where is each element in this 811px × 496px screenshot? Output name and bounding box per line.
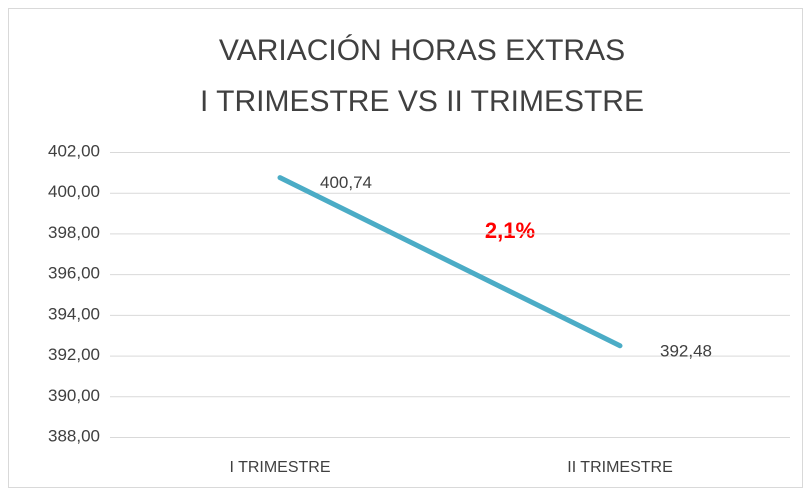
y-tick-label: 396,00 bbox=[48, 264, 100, 283]
chart-title: I TRIMESTRE VS II TRIMESTRE bbox=[200, 85, 644, 118]
x-tick-label: I TRIMESTRE bbox=[229, 459, 330, 476]
y-tick-label: 388,00 bbox=[48, 426, 100, 445]
y-tick-label: 390,00 bbox=[48, 386, 100, 405]
data-label: 392,48 bbox=[660, 341, 712, 360]
y-tick-label: 398,00 bbox=[48, 223, 100, 242]
y-tick-label: 402,00 bbox=[48, 141, 100, 160]
line-series bbox=[277, 175, 623, 349]
y-tick-label: 400,00 bbox=[48, 182, 100, 201]
chart-border bbox=[8, 8, 803, 488]
data-label: 400,74 bbox=[320, 173, 372, 192]
x-tick-label: II TRIMESTRE bbox=[567, 459, 673, 476]
y-tick-label: 392,00 bbox=[48, 345, 100, 364]
annotation: 2,1% bbox=[485, 218, 535, 243]
chart-title: VARIACIÓN HORAS EXTRAS bbox=[219, 34, 625, 67]
y-tick-label: 394,00 bbox=[48, 304, 100, 323]
